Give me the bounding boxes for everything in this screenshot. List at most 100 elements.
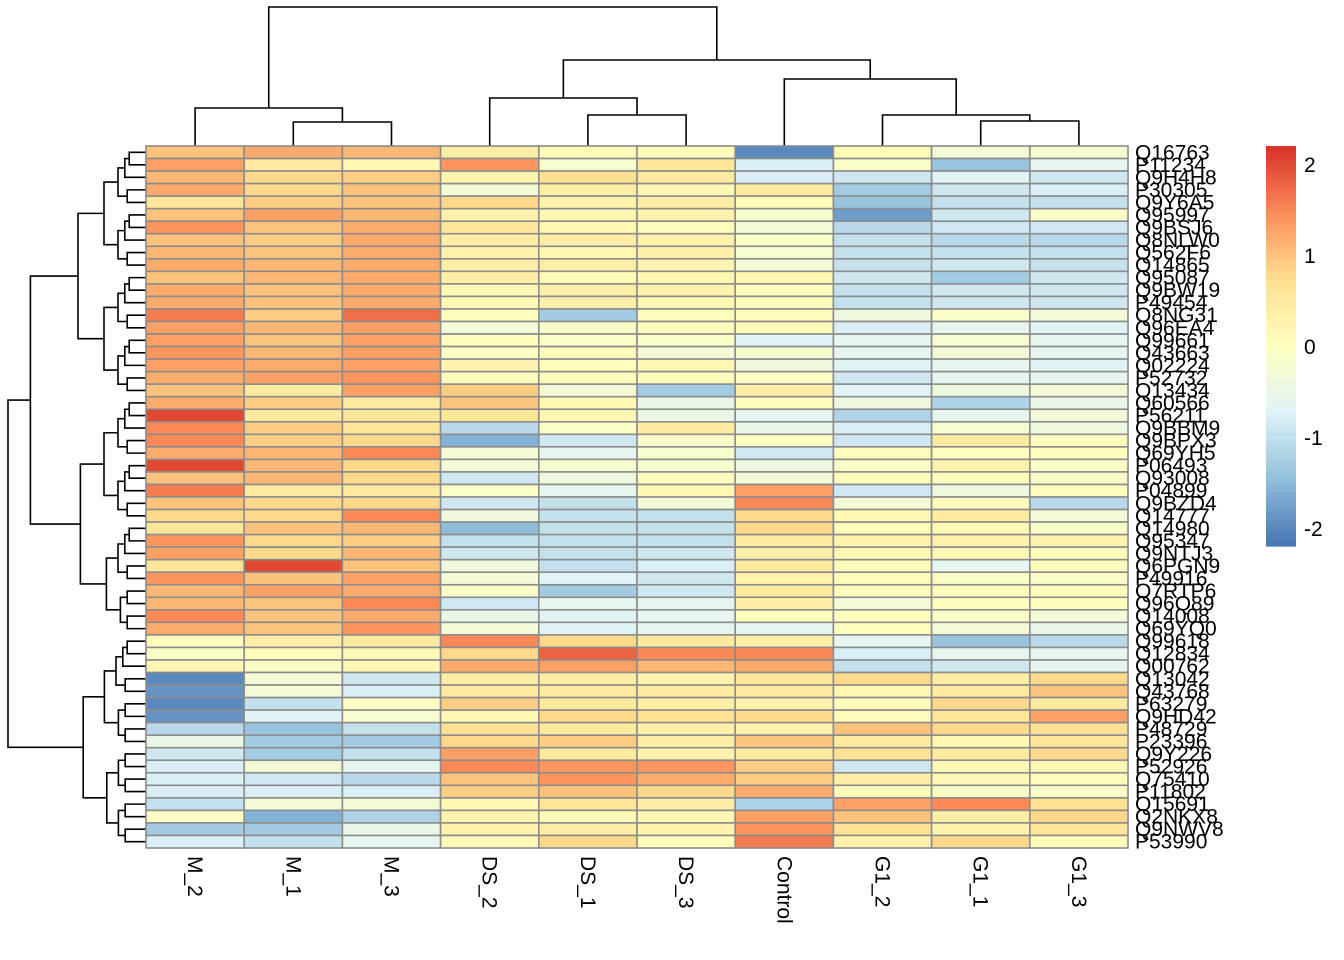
heatmap-cell [734, 696, 835, 711]
heatmap-cell [537, 734, 638, 749]
legend-color-step [1266, 386, 1296, 394]
heatmap-cell [930, 671, 1031, 686]
heatmap-cell [930, 308, 1031, 323]
heatmap-cell [537, 345, 638, 360]
row-label: P06493 [1135, 455, 1207, 478]
legend-color-step [1266, 279, 1296, 287]
row-label: P48729 [1135, 718, 1207, 741]
dendrogram-link [488, 97, 638, 146]
row-label: P53990 [1135, 831, 1207, 854]
heatmap-cell [341, 797, 442, 812]
legend-color-step [1266, 312, 1296, 320]
heatmap-cell [636, 709, 736, 724]
heatmap-cell [537, 646, 638, 661]
heatmap-cell [734, 420, 835, 436]
heatmap-cell [537, 220, 638, 235]
heatmap-cell [439, 671, 540, 686]
heatmap-cell [734, 621, 835, 636]
row-label: Q9BW19 [1135, 279, 1220, 302]
heatmap-cell [243, 558, 344, 574]
legend-color-step [1266, 326, 1296, 334]
column-label: G1_2 [871, 856, 894, 907]
heatmap-cell [734, 145, 835, 160]
heatmap-cell [930, 533, 1031, 548]
dendrogram-link [79, 463, 107, 585]
heatmap-cell [439, 258, 540, 273]
heatmap-cell [243, 834, 344, 849]
heatmap-cell [1029, 771, 1129, 787]
heatmap-cell [734, 583, 835, 599]
heatmap-cell [734, 383, 835, 398]
heatmap-cell [832, 420, 933, 436]
heatmap-cell [832, 308, 933, 323]
heatmap-cell [145, 558, 245, 574]
heatmap-cell [734, 232, 835, 248]
heatmap-cell [439, 420, 540, 436]
heatmap-cell [1029, 609, 1129, 624]
dendrogram-link [124, 753, 146, 768]
heatmap-cell [832, 684, 933, 699]
heatmap-cell [145, 771, 245, 787]
heatmap-cell [537, 721, 638, 736]
heatmap-cell [537, 408, 638, 423]
heatmap-cell [537, 684, 638, 699]
heatmap-cell [734, 646, 835, 661]
heatmap-cell [145, 358, 245, 373]
heatmap-cell [243, 822, 344, 837]
row-label: Q14008 [1135, 605, 1210, 628]
heatmap-cell [341, 283, 442, 298]
heatmap-cell [145, 822, 245, 837]
heatmap-cell [636, 395, 736, 411]
legend-color-step [1266, 159, 1296, 167]
heatmap-cell [537, 358, 638, 373]
heatmap-cell [1029, 759, 1129, 774]
heatmap-cell [636, 182, 736, 197]
heatmap-cell [832, 809, 933, 824]
heatmap-cell [145, 471, 245, 486]
heatmap-cell [1029, 734, 1129, 749]
heatmap-cell [439, 646, 540, 661]
heatmap-cell [341, 609, 442, 624]
row-label: P49454 [1135, 292, 1208, 315]
legend-color-step [1266, 219, 1296, 227]
row-label: Q15691 [1135, 793, 1210, 816]
heatmap-cell [636, 734, 736, 749]
column-label: DS_3 [674, 856, 697, 909]
heatmap-cell [734, 170, 835, 185]
heatmap-cell [145, 220, 245, 235]
heatmap-cell [1029, 496, 1129, 511]
column-label: DS_2 [478, 856, 501, 909]
heatmap-cell [832, 433, 933, 448]
heatmap-cell [734, 684, 835, 699]
row-label: P52732 [1135, 367, 1207, 390]
legend-color-step [1266, 286, 1296, 294]
heatmap-cell [930, 395, 1031, 411]
heatmap-cell [145, 420, 245, 436]
row-label: Q43663 [1135, 342, 1210, 365]
heatmap-cell [636, 471, 736, 486]
heatmap-cell [930, 258, 1031, 273]
heatmap-cell [734, 446, 835, 461]
heatmap-cell [439, 558, 540, 574]
heatmap-cell [243, 571, 344, 586]
heatmap-cell [537, 283, 638, 298]
heatmap-cell [243, 245, 344, 260]
heatmap-cell [243, 496, 344, 511]
row-label: Q6PGN9 [1135, 555, 1220, 578]
dendrogram-link [103, 306, 118, 371]
column-labels: M_2 M_1 M_3 DS_2 DS_1 DS_3 Control G1_2 G1_1 G1_3 [183, 856, 1090, 924]
legend-color-step [1266, 532, 1296, 540]
heatmap-cell [243, 258, 344, 273]
heatmap-cell [636, 521, 736, 536]
heatmap-cell [930, 508, 1031, 523]
heatmap-cell [145, 145, 245, 160]
heatmap-cell [439, 370, 540, 385]
heatmap-cell [1029, 784, 1129, 799]
heatmap-cell [636, 333, 736, 348]
heatmap-cell [930, 283, 1031, 298]
column-label: DS_1 [576, 856, 599, 909]
dendrogram-link [126, 502, 146, 517]
column-label: Control [772, 856, 795, 924]
heatmap-cell [243, 659, 344, 674]
